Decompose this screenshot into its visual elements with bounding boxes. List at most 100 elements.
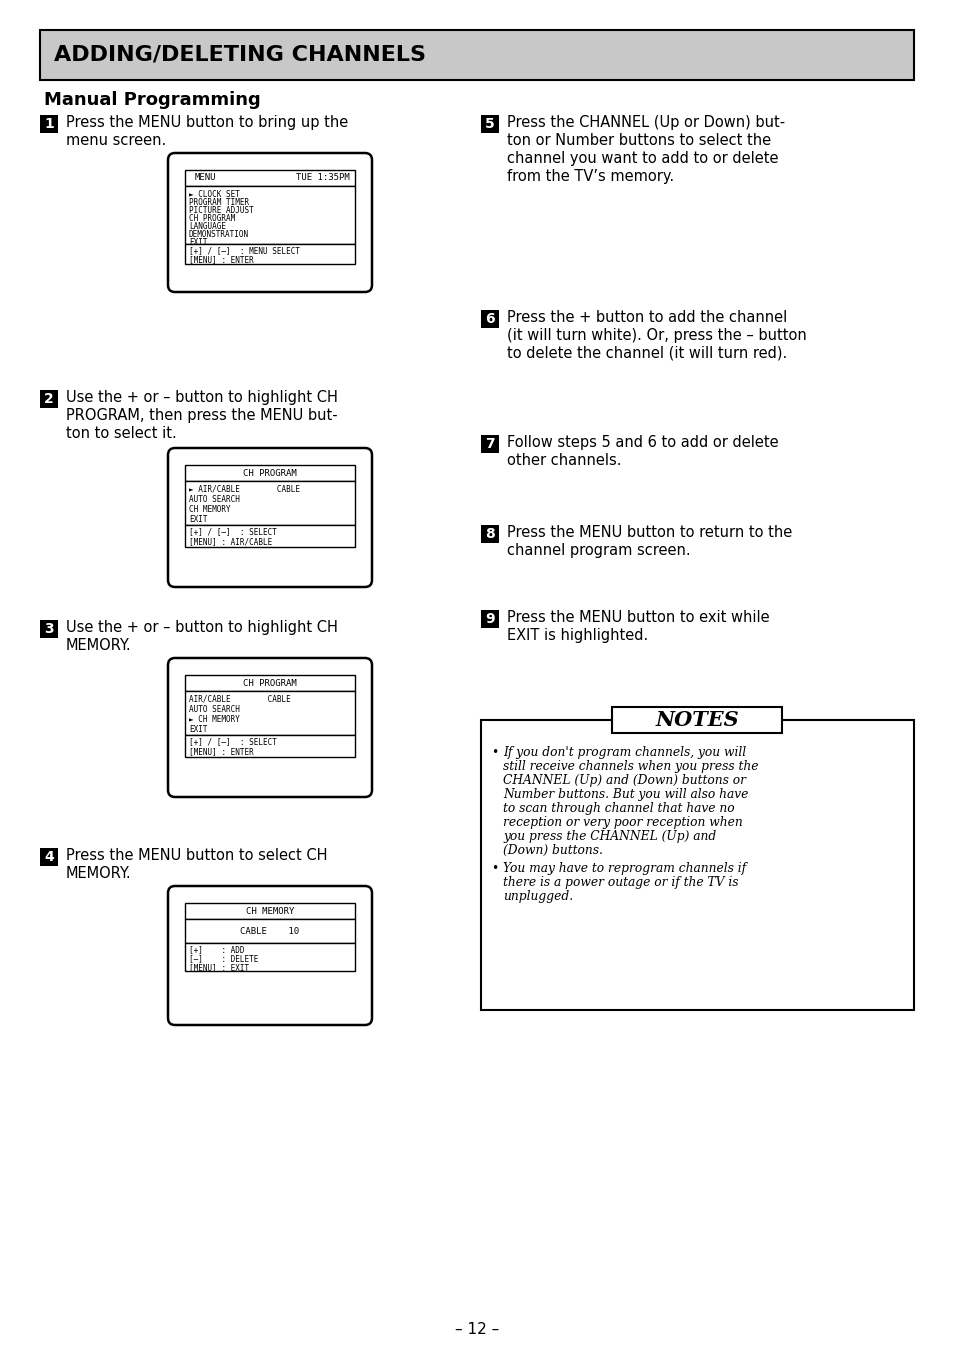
Text: [+] / [–]  : MENU SELECT: [+] / [–] : MENU SELECT bbox=[189, 246, 299, 256]
Text: Manual Programming: Manual Programming bbox=[44, 91, 260, 110]
Text: 5: 5 bbox=[485, 118, 495, 131]
Text: 3: 3 bbox=[44, 622, 53, 635]
Text: Press the MENU button to select CH: Press the MENU button to select CH bbox=[66, 848, 327, 863]
Text: menu screen.: menu screen. bbox=[66, 132, 166, 147]
Text: CH PROGRAM: CH PROGRAM bbox=[243, 469, 296, 477]
FancyBboxPatch shape bbox=[168, 153, 372, 292]
Bar bbox=[185, 465, 355, 481]
Bar bbox=[480, 310, 498, 329]
Text: Use the + or – button to highlight CH: Use the + or – button to highlight CH bbox=[66, 389, 337, 406]
Text: to scan through channel that have no: to scan through channel that have no bbox=[502, 802, 734, 815]
Text: you press the CHANNEL (Up) and: you press the CHANNEL (Up) and bbox=[502, 830, 716, 844]
Text: PROGRAM TIMER: PROGRAM TIMER bbox=[189, 197, 249, 207]
Bar bbox=[185, 942, 355, 971]
Text: – 12 –: – 12 – bbox=[455, 1322, 498, 1337]
Text: CHANNEL (Up) and (Down) buttons or: CHANNEL (Up) and (Down) buttons or bbox=[502, 773, 745, 787]
Text: MENU: MENU bbox=[194, 173, 216, 183]
Text: [+] / [–]  : SELECT: [+] / [–] : SELECT bbox=[189, 737, 276, 746]
Text: EXIT: EXIT bbox=[189, 515, 208, 525]
FancyBboxPatch shape bbox=[168, 658, 372, 796]
Text: EXIT is highlighted.: EXIT is highlighted. bbox=[506, 627, 648, 644]
Text: EXIT: EXIT bbox=[189, 725, 208, 734]
Text: Press the MENU button to exit while: Press the MENU button to exit while bbox=[506, 610, 769, 625]
Text: [MENU] : ENTER: [MENU] : ENTER bbox=[189, 748, 253, 756]
Text: 7: 7 bbox=[485, 437, 495, 452]
Text: MEMORY.: MEMORY. bbox=[66, 638, 132, 653]
Text: CH MEMORY: CH MEMORY bbox=[246, 906, 294, 915]
Text: DEMONSTRATION: DEMONSTRATION bbox=[189, 230, 249, 239]
Bar bbox=[480, 115, 498, 132]
Text: NOTES: NOTES bbox=[655, 710, 739, 730]
Text: (Down) buttons.: (Down) buttons. bbox=[502, 844, 602, 857]
Text: [–]    : DELETE: [–] : DELETE bbox=[189, 955, 258, 963]
Bar bbox=[480, 525, 498, 544]
Text: PICTURE ADJUST: PICTURE ADJUST bbox=[189, 206, 253, 215]
Text: CABLE    10: CABLE 10 bbox=[240, 926, 299, 936]
Text: 2: 2 bbox=[44, 392, 53, 406]
Bar bbox=[185, 525, 355, 548]
Bar bbox=[185, 735, 355, 757]
Text: TUE 1:35PM: TUE 1:35PM bbox=[296, 173, 350, 183]
Text: ton to select it.: ton to select it. bbox=[66, 426, 176, 441]
Text: still receive channels when you press the: still receive channels when you press th… bbox=[502, 760, 758, 773]
Bar bbox=[40, 115, 58, 132]
Text: channel you want to add to or delete: channel you want to add to or delete bbox=[506, 151, 778, 166]
Text: If you don't program channels, you will: If you don't program channels, you will bbox=[502, 746, 745, 758]
Text: channel program screen.: channel program screen. bbox=[506, 544, 690, 558]
Text: MEMORY.: MEMORY. bbox=[66, 867, 132, 882]
Bar bbox=[612, 707, 781, 733]
Text: 8: 8 bbox=[485, 527, 495, 541]
Text: ► AIR/CABLE        CABLE: ► AIR/CABLE CABLE bbox=[189, 485, 299, 493]
Text: •: • bbox=[491, 746, 497, 758]
Bar bbox=[185, 170, 355, 187]
Bar bbox=[480, 721, 913, 1010]
Text: from the TV’s memory.: from the TV’s memory. bbox=[506, 169, 674, 184]
Text: AIR/CABLE        CABLE: AIR/CABLE CABLE bbox=[189, 695, 291, 704]
Bar bbox=[40, 30, 913, 80]
Text: ► CLOCK SET: ► CLOCK SET bbox=[189, 191, 239, 199]
Bar bbox=[185, 481, 355, 525]
Text: to delete the channel (it will turn red).: to delete the channel (it will turn red)… bbox=[506, 346, 786, 361]
Text: CH PROGRAM: CH PROGRAM bbox=[243, 679, 296, 688]
FancyBboxPatch shape bbox=[168, 886, 372, 1025]
Bar bbox=[185, 691, 355, 735]
Bar bbox=[40, 389, 58, 408]
Bar bbox=[40, 848, 58, 867]
Text: [+] / [–]  : SELECT: [+] / [–] : SELECT bbox=[189, 527, 276, 535]
FancyBboxPatch shape bbox=[168, 448, 372, 587]
Text: other channels.: other channels. bbox=[506, 453, 620, 468]
Bar bbox=[185, 919, 355, 942]
Text: Use the + or – button to highlight CH: Use the + or – button to highlight CH bbox=[66, 621, 337, 635]
Text: (it will turn white). Or, press the – button: (it will turn white). Or, press the – bu… bbox=[506, 329, 806, 343]
Text: EXIT: EXIT bbox=[189, 238, 208, 247]
Bar bbox=[185, 675, 355, 691]
Text: CH MEMORY: CH MEMORY bbox=[189, 506, 231, 514]
Text: ► CH MEMORY: ► CH MEMORY bbox=[189, 715, 239, 725]
Text: ADDING/DELETING CHANNELS: ADDING/DELETING CHANNELS bbox=[54, 45, 426, 65]
Bar bbox=[185, 903, 355, 919]
Text: ton or Number buttons to select the: ton or Number buttons to select the bbox=[506, 132, 770, 147]
Text: [MENU] : ENTER: [MENU] : ENTER bbox=[189, 256, 253, 264]
Text: 4: 4 bbox=[44, 850, 53, 864]
Text: You may have to reprogram channels if: You may have to reprogram channels if bbox=[502, 863, 745, 875]
Text: there is a power outage or if the TV is: there is a power outage or if the TV is bbox=[502, 876, 738, 890]
Bar bbox=[480, 435, 498, 453]
Text: 9: 9 bbox=[485, 612, 495, 626]
Text: Press the + button to add the channel: Press the + button to add the channel bbox=[506, 310, 786, 324]
Text: Press the MENU button to bring up the: Press the MENU button to bring up the bbox=[66, 115, 348, 130]
Text: [MENU] : AIR/CABLE: [MENU] : AIR/CABLE bbox=[189, 537, 272, 546]
Text: [MENU] : EXIT: [MENU] : EXIT bbox=[189, 963, 249, 972]
Bar bbox=[185, 187, 355, 243]
Text: PROGRAM, then press the MENU but-: PROGRAM, then press the MENU but- bbox=[66, 408, 337, 423]
Bar bbox=[185, 243, 355, 264]
Text: Press the MENU button to return to the: Press the MENU button to return to the bbox=[506, 525, 791, 539]
Text: reception or very poor reception when: reception or very poor reception when bbox=[502, 817, 742, 829]
Text: [+]    : ADD: [+] : ADD bbox=[189, 945, 244, 955]
Text: Number buttons. But you will also have: Number buttons. But you will also have bbox=[502, 788, 747, 800]
Text: •: • bbox=[491, 863, 497, 875]
Text: LANGUAGE: LANGUAGE bbox=[189, 222, 226, 231]
Text: unplugged.: unplugged. bbox=[502, 890, 573, 903]
Text: Press the CHANNEL (Up or Down) but-: Press the CHANNEL (Up or Down) but- bbox=[506, 115, 784, 130]
Text: Follow steps 5 and 6 to add or delete: Follow steps 5 and 6 to add or delete bbox=[506, 435, 778, 450]
Text: AUTO SEARCH: AUTO SEARCH bbox=[189, 704, 239, 714]
